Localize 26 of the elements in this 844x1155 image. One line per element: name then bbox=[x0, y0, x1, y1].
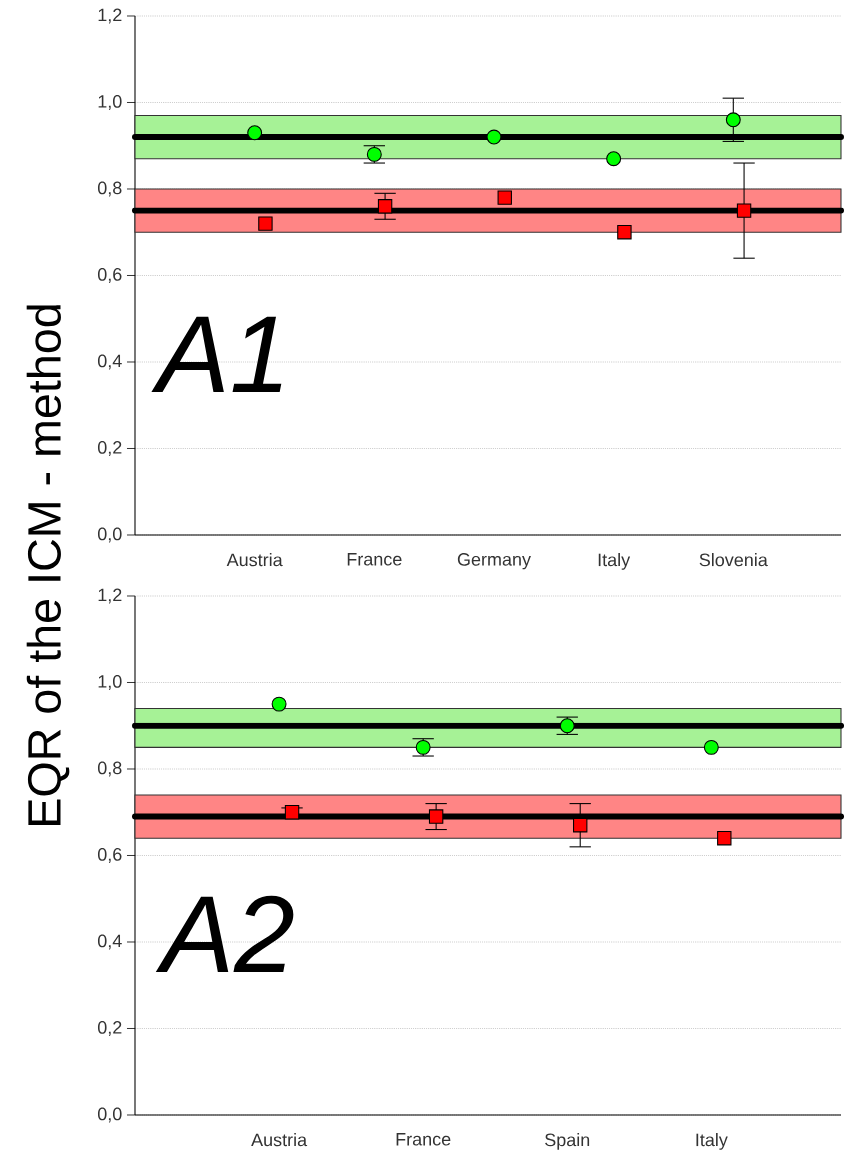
x-tick-label: France bbox=[347, 553, 402, 566]
y-tick-label: 1,0 bbox=[98, 675, 122, 690]
x-tick-label: Germany bbox=[457, 553, 531, 570]
y-tick-label: 0,8 bbox=[97, 181, 122, 197]
y-tick-label: 0,6 bbox=[97, 848, 122, 863]
y-tick-label: 0,0 bbox=[97, 1107, 122, 1123]
y-tick-label: 0,0 bbox=[97, 527, 122, 543]
x-tick-label: Austria bbox=[251, 1133, 308, 1147]
y-tick-label: 1,2 bbox=[98, 8, 122, 24]
x-tick-label: Slovenia bbox=[699, 553, 768, 567]
y-tick-label: 1,0 bbox=[98, 95, 122, 110]
x-tick-label: France bbox=[396, 1133, 451, 1146]
x-tick-label: Spain bbox=[545, 1133, 590, 1150]
y-tick-label: 1,2 bbox=[98, 588, 122, 604]
y-tick-label: 0,4 bbox=[97, 934, 122, 950]
y-tick-label: 0,4 bbox=[97, 354, 122, 370]
y-tick-label: 0,2 bbox=[97, 441, 122, 456]
x-tick-label: Italy bbox=[598, 553, 631, 570]
y-tick-label: 0,8 bbox=[97, 761, 122, 777]
y-tick-label: 0,2 bbox=[97, 1021, 122, 1036]
x-tick-label: Austria bbox=[226, 553, 283, 567]
y-axis-title: EQR of the ICM - method bbox=[26, 305, 70, 825]
x-tick-label: Italy bbox=[696, 1133, 728, 1150]
y-tick-label: 0,6 bbox=[97, 268, 122, 283]
annotation: A1 bbox=[151, 316, 282, 392]
annotation: A2 bbox=[155, 895, 294, 972]
